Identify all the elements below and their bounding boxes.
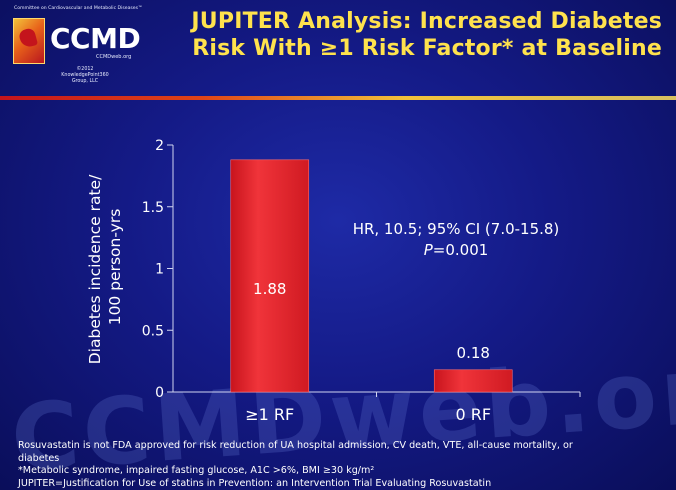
footnote-line: JUPITER=Justification for Use of statins… (18, 477, 492, 489)
ccmd-logo: Committee on Cardiovascular and Metaboli… (0, 0, 170, 110)
footnote-line: *Metabolic syndrome, impaired fasting gl… (18, 465, 375, 476)
p-value: =0.001 (433, 241, 489, 259)
bar-ge1-rf (230, 159, 310, 393)
bar-chart: 0 0.5 1 1.5 2 ≥1 RF 1.88 0 RF 0.18 Diabetes inci… (86, 138, 581, 424)
x-tick-label: ≥1 RF (245, 405, 294, 424)
copyright-line: Group, LLC (71, 79, 99, 84)
logo-url: CCMDweb.org (96, 54, 132, 60)
y-tick-label: 1.5 (142, 200, 164, 216)
y-tick-label: 2 (155, 138, 164, 154)
y-axis-label-line-2: 100 person-yrs (106, 209, 124, 326)
data-label: 0.18 (457, 344, 490, 362)
footnotes: Rosuvastatin is not FDA approved for ris… (18, 440, 668, 490)
copyright-line: ©2012 (76, 67, 94, 72)
slide-title: JUPITER Analysis: Increased Diabetes Ris… (162, 8, 662, 62)
footnote-line: diabetes (18, 452, 60, 464)
header-divider (0, 96, 676, 100)
y-tick-label: 0.5 (142, 323, 164, 339)
logo-text: CCMD (50, 22, 141, 55)
footnote-line: Rosuvastatin is not FDA approved for ris… (18, 440, 573, 451)
copyright-line: KnowledgePoint360 (61, 73, 109, 78)
y-tick-label: 1 (155, 262, 164, 278)
title-line-2: Risk With ≥1 Risk Factor* at Baseline (192, 36, 662, 61)
p-value-annotation: P=0.001 (424, 241, 489, 259)
title-line-1: JUPITER Analysis: Increased Diabetes (191, 9, 662, 34)
committee-text: Committee on Cardiovascular and Metaboli… (14, 6, 143, 11)
x-tick-label: 0 RF (455, 405, 491, 424)
p-symbol: P (424, 241, 434, 259)
hr-annotation-line-1: HR, 10.5; 95% CI (7.0-15.8) (353, 220, 560, 238)
data-label: 1.88 (253, 280, 286, 298)
bar-0-rf (433, 369, 513, 393)
y-axis-label: Diabetes incidence rate/ 100 person-yrs (86, 170, 124, 365)
y-axis-label-line-1: Diabetes incidence rate/ (86, 174, 104, 364)
copyright: ©2012 KnowledgePoint360 Group, LLC (60, 67, 110, 85)
heart-logo-icon (13, 18, 45, 64)
y-tick-label: 0 (155, 385, 164, 401)
